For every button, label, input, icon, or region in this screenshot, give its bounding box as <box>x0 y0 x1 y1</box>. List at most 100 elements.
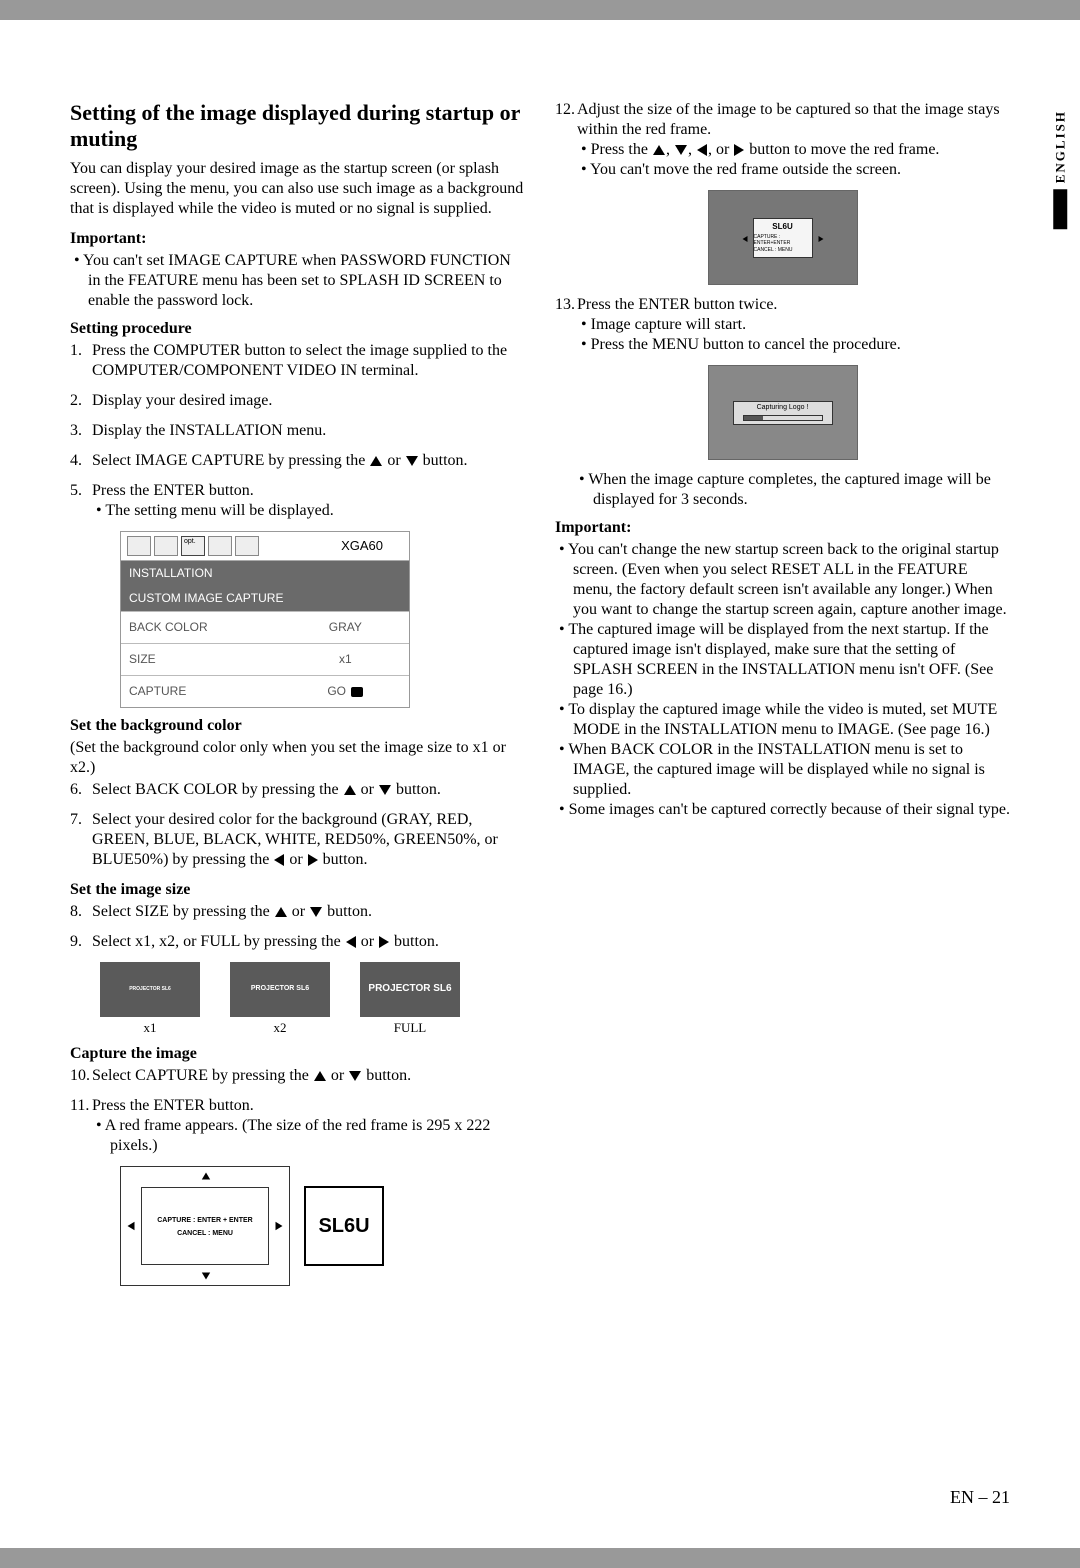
step-11: 11.Press the ENTER button. A red frame a… <box>92 1096 525 1156</box>
imp-item-2: The captured image will be displayed fro… <box>573 620 1010 700</box>
bg-color-heading: Set the background color <box>70 716 525 736</box>
language-tab: ENGLISH <box>1052 110 1068 229</box>
right-column: 12.Adjust the size of the image to be ca… <box>555 100 1010 1286</box>
sample-label: x2 <box>230 1020 330 1036</box>
triangle-up-icon <box>370 456 382 466</box>
triangle-up-icon <box>275 907 287 917</box>
step-13-sub-c: When the image capture completes, the ca… <box>593 470 1010 510</box>
step-4: 4.Select IMAGE CAPTURE by pressing the o… <box>92 451 525 471</box>
size-steps: 8.Select SIZE by pressing the or button.… <box>70 902 525 952</box>
important-list-2: You can't change the new startup screen … <box>555 540 1010 820</box>
bg-steps: 6.Select BACK COLOR by pressing the or b… <box>70 780 525 870</box>
step-9: 9.Select x1, x2, or FULL by pressing the… <box>92 932 525 952</box>
progress-bar <box>743 415 823 421</box>
menu-row: SIZEx1 <box>121 643 409 675</box>
menu-cell: x1 <box>282 644 409 675</box>
triangle-down-icon <box>379 785 391 795</box>
step-3: 3.Display the INSTALLATION menu. <box>92 421 525 441</box>
move-frame-figure: SL6U CAPTURE : ENTER+ENTERCANCEL : MENU <box>708 190 858 285</box>
triangle-up-icon <box>202 1173 210 1180</box>
sample-box: PROJECTOR SL6 <box>100 962 200 1017</box>
triangle-down-icon <box>349 1071 361 1081</box>
procedure-heading: Setting procedure <box>70 319 525 339</box>
menu-icon <box>154 536 178 556</box>
triangle-down-icon <box>675 145 687 155</box>
capturing-label: Capturing Logo ! <box>757 404 809 413</box>
intro-text: You can display your desired image as th… <box>70 159 525 219</box>
menu-row: CAPTUREGO <box>121 675 409 707</box>
step-6-text-a: Select BACK COLOR by pressing the <box>92 781 343 798</box>
step-3-text: Display the INSTALLATION menu. <box>92 422 326 439</box>
step-13-post: When the image capture completes, the ca… <box>555 470 1010 510</box>
step-12-sub-a: Press the , , , or button to move the re… <box>595 140 1010 160</box>
important-list: You can't set IMAGE CAPTURE when PASSWOR… <box>70 251 525 311</box>
step-5-sub: The setting menu will be displayed. <box>110 501 525 521</box>
triangle-right-icon <box>818 236 823 242</box>
triangle-left-icon <box>128 1222 135 1230</box>
step-10-text-a: Select CAPTURE by pressing the <box>92 1067 313 1084</box>
step-12-sub-b: You can't move the red frame outside the… <box>595 160 1010 180</box>
enter-icon <box>351 687 363 697</box>
bg-color-note: (Set the background color only when you … <box>70 738 525 778</box>
important-item: You can't set IMAGE CAPTURE when PASSWOR… <box>88 251 525 311</box>
menu-icon-row: XGA60 <box>121 532 409 561</box>
red-frame-inner: CAPTURE : ENTER + ENTER CANCEL : MENU <box>141 1187 269 1265</box>
triangle-right-icon <box>308 854 318 866</box>
sample-full: PROJECTOR SL6 FULL <box>360 962 460 1036</box>
triangle-right-icon <box>379 936 389 948</box>
figure-inner: SL6U CAPTURE : ENTER+ENTERCANCEL : MENU <box>753 218 813 258</box>
red-frame-figure: CAPTURE : ENTER + ENTER CANCEL : MENU SL… <box>120 1166 525 1286</box>
sample-box: PROJECTOR SL6 <box>360 962 460 1017</box>
step-1: 1.Press the COMPUTER button to select th… <box>92 341 525 381</box>
step-7-text-a: Select your desired color for the backgr… <box>92 811 498 868</box>
triangle-up-icon <box>344 785 356 795</box>
step-7-text-b: button. <box>319 851 368 868</box>
step-1-text: Press the COMPUTER button to select the … <box>92 342 507 379</box>
step-12: 12.Adjust the size of the image to be ca… <box>577 100 1010 180</box>
step-13-sub-a: Image capture will start. <box>595 315 1010 335</box>
menu-mode-label: XGA60 <box>341 538 403 554</box>
sample-label: FULL <box>360 1020 460 1036</box>
triangle-up-icon <box>314 1071 326 1081</box>
sample-label: x1 <box>100 1020 200 1036</box>
left-column: Setting of the image displayed during st… <box>70 100 525 1286</box>
step-6: 6.Select BACK COLOR by pressing the or b… <box>92 780 525 800</box>
step-4-text-a: Select IMAGE CAPTURE by pressing the <box>92 452 369 469</box>
step-12a-pre: Press the <box>591 141 652 158</box>
red-frame-outer: CAPTURE : ENTER + ENTER CANCEL : MENU <box>120 1166 290 1286</box>
sample-box: PROJECTOR SL6 <box>230 962 330 1017</box>
menu-cell: SIZE <box>121 644 282 675</box>
figure-caption: CAPTURE : ENTER+ENTERCANCEL : MENU <box>754 234 812 253</box>
menu-header-1: INSTALLATION <box>121 561 409 586</box>
sample-x1: PROJECTOR SL6 x1 <box>100 962 200 1036</box>
installation-menu-figure: XGA60 INSTALLATION CUSTOM IMAGE CAPTURE … <box>120 531 410 708</box>
step-5-text: Press the ENTER button. <box>92 482 254 499</box>
section-title: Setting of the image displayed during st… <box>70 100 525 153</box>
step-2: 2.Display your desired image. <box>92 391 525 411</box>
step-7: 7.Select your desired color for the back… <box>92 810 525 870</box>
page-number: EN – 21 <box>950 1487 1010 1508</box>
imp-item-1: You can't change the new startup screen … <box>573 540 1010 620</box>
menu-icon <box>127 536 151 556</box>
step-2-text: Display your desired image. <box>92 392 272 409</box>
cancel-instruction: CANCEL : MENU <box>177 1230 233 1239</box>
size-samples-figure: PROJECTOR SL6 x1 PROJECTOR SL6 x2 PROJEC… <box>100 962 525 1036</box>
logo-box: SL6U <box>304 1186 384 1266</box>
capture-steps: 10.Select CAPTURE by pressing the or but… <box>70 1066 525 1156</box>
progress-bar-box: Capturing Logo ! <box>733 401 833 425</box>
triangle-right-icon <box>734 144 744 156</box>
procedure-steps: 1.Press the COMPUTER button to select th… <box>70 341 525 521</box>
menu-icon-active <box>181 536 205 556</box>
step-5: 5.Press the ENTER button. The setting me… <box>92 481 525 521</box>
step-11-text: Press the ENTER button. <box>92 1097 254 1114</box>
step-12-text: Adjust the size of the image to be captu… <box>577 101 1000 138</box>
important-heading: Important: <box>70 229 525 249</box>
manual-page: ENGLISH Setting of the image displayed d… <box>0 20 1080 1548</box>
sample-x2: PROJECTOR SL6 x2 <box>230 962 330 1036</box>
step-13: 13.Press the ENTER button twice. Image c… <box>577 295 1010 355</box>
step-11-sub: A red frame appears. (The size of the re… <box>110 1116 525 1156</box>
steps-continued-2: 13.Press the ENTER button twice. Image c… <box>555 295 1010 355</box>
step-10-text-b: button. <box>362 1067 411 1084</box>
step-10: 10.Select CAPTURE by pressing the or but… <box>92 1066 525 1086</box>
capturing-figure: Capturing Logo ! <box>708 365 858 460</box>
